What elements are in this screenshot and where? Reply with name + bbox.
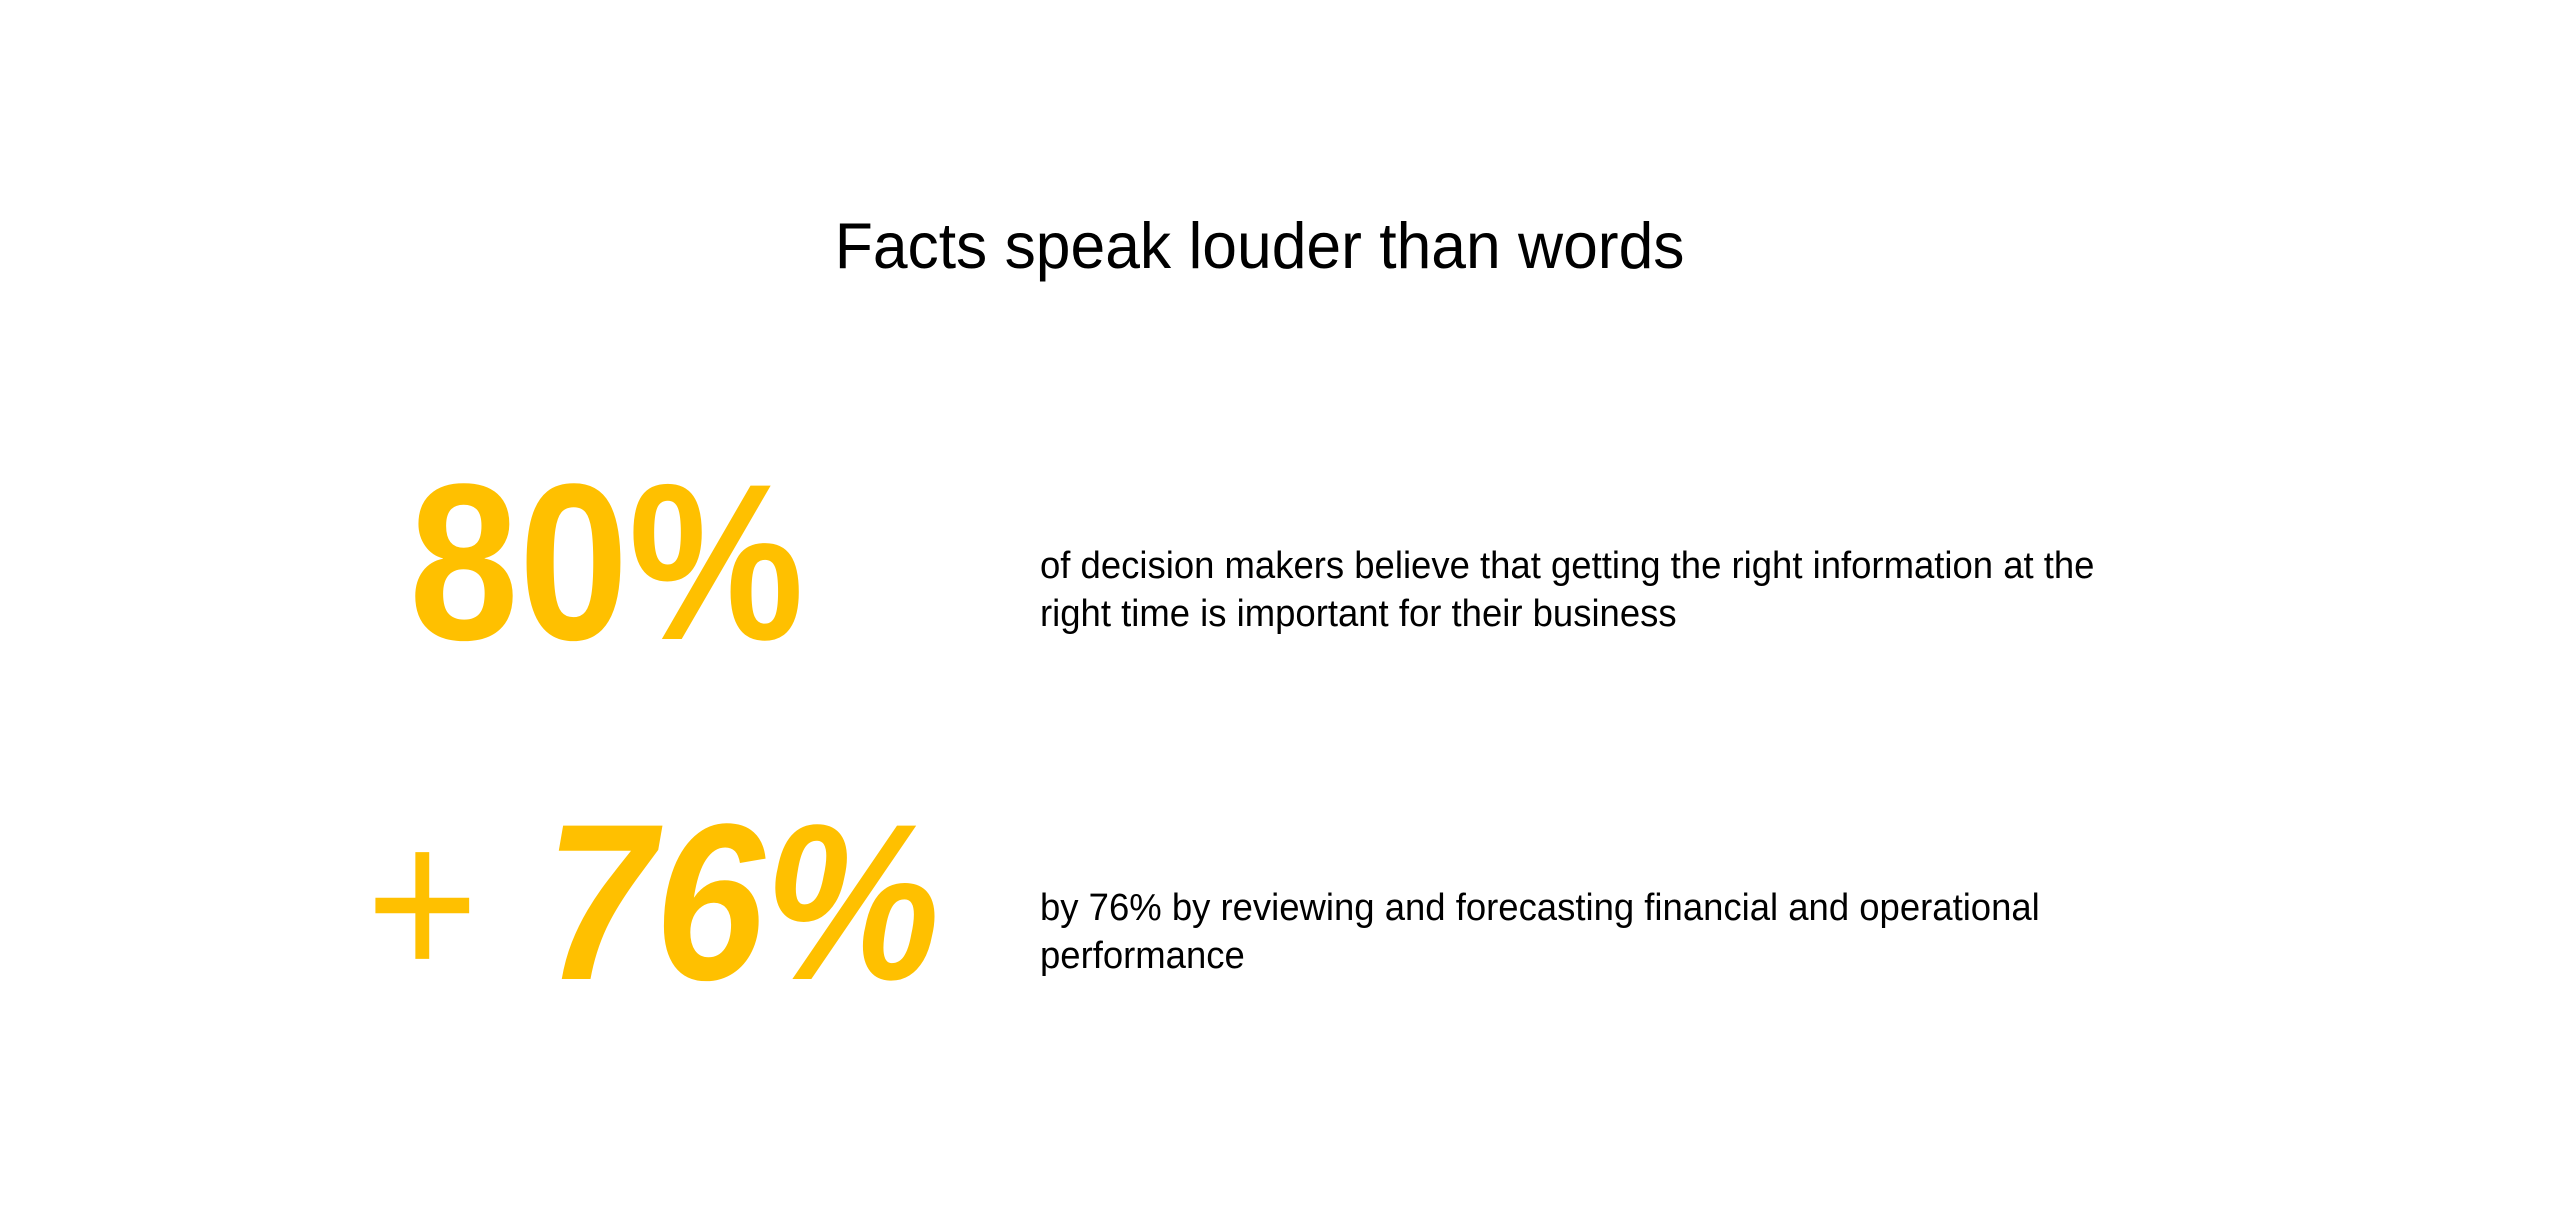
- stat-80-value: 80%: [409, 438, 805, 687]
- plus-sign: +: [366, 782, 479, 1025]
- slide-title: Facts speak louder than words: [0, 207, 2540, 285]
- slide-title-text: Facts speak louder than words: [835, 208, 1685, 282]
- stat-76-value: 76%: [545, 778, 941, 1027]
- stat-76-description: by 76% by reviewing and forecasting fina…: [1040, 887, 2040, 977]
- stat-80-description: of decision makers believe that getting …: [1040, 545, 2095, 635]
